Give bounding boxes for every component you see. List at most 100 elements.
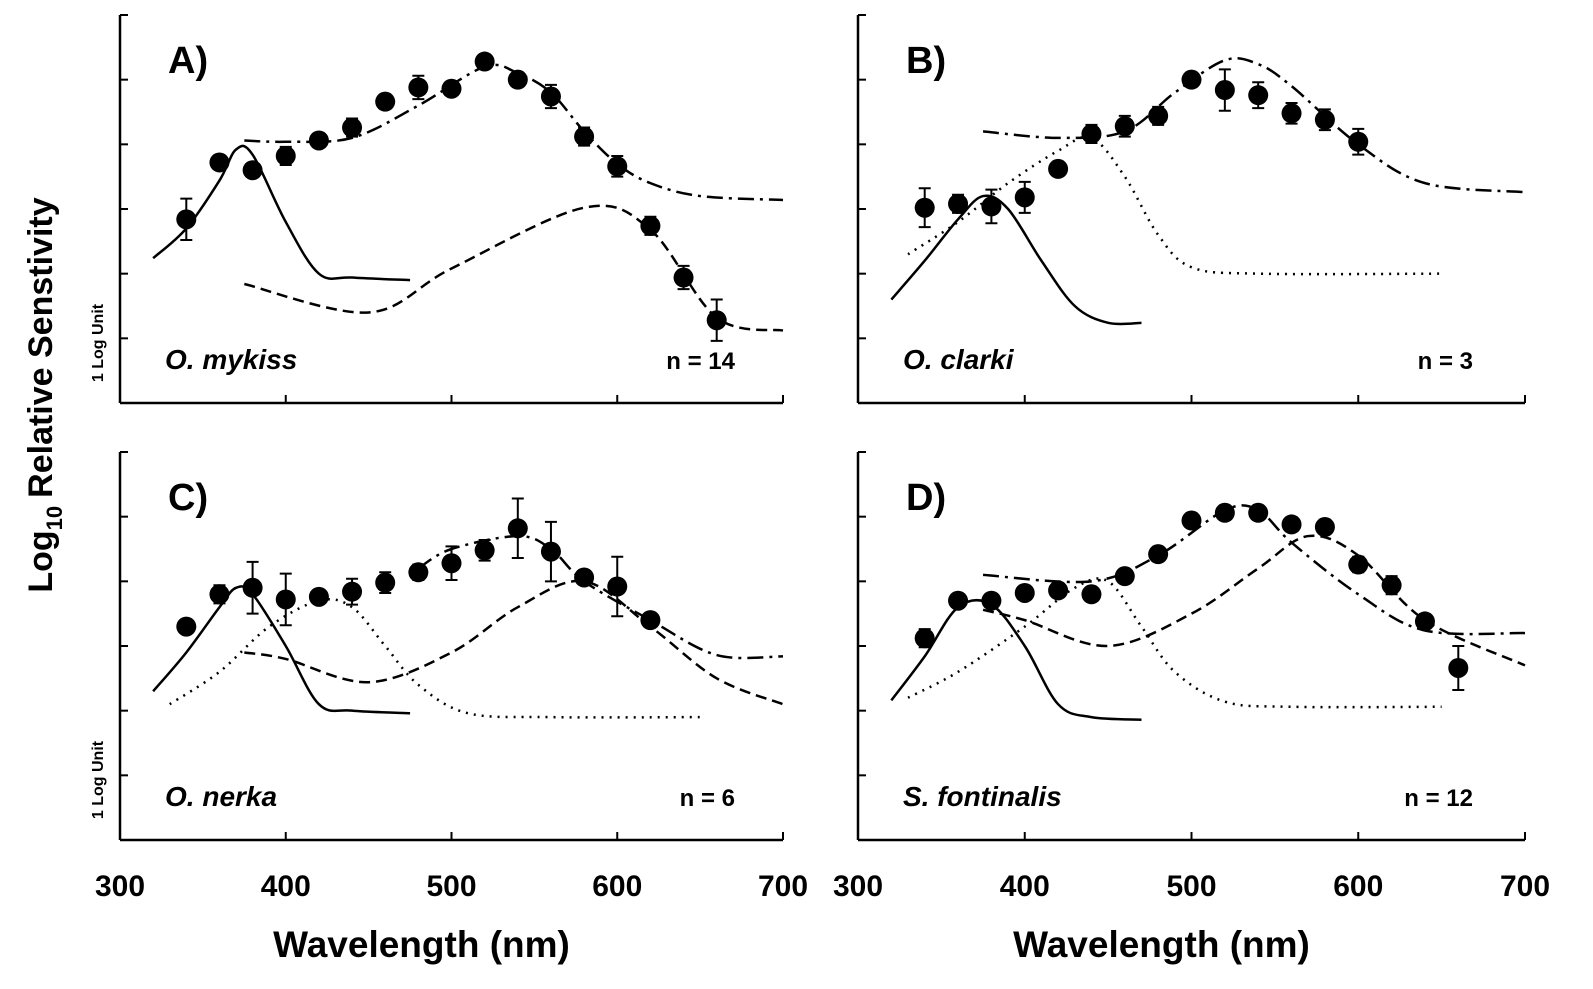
- data-point: [342, 581, 363, 602]
- data-point: [640, 610, 661, 631]
- y-label-base: Log: [22, 530, 60, 592]
- curve-dashdot: [417, 534, 784, 660]
- data-point: [607, 576, 628, 597]
- data-point: [981, 590, 1002, 611]
- data-point: [441, 553, 462, 574]
- data-point: [706, 310, 727, 331]
- n-label: n = 14: [666, 348, 735, 375]
- data-point: [914, 197, 935, 218]
- data-point: [308, 130, 329, 151]
- curve-dotted: [907, 577, 1442, 709]
- data-point: [1081, 584, 1102, 605]
- x-tick-label: 300: [95, 870, 145, 903]
- data-point: [1181, 510, 1202, 531]
- data-point: [209, 152, 230, 173]
- data-point: [474, 51, 495, 72]
- y-axis-label: Log10 Relative Senstivity: [22, 197, 67, 592]
- data-point: [1081, 123, 1102, 144]
- data-point: [574, 567, 595, 588]
- x-tick-label: 700: [758, 870, 808, 903]
- data-point: [176, 209, 197, 230]
- curve-dashdot: [244, 63, 784, 202]
- data-point: [408, 562, 429, 583]
- curve-dashdot: [982, 57, 1526, 194]
- data-point: [408, 77, 429, 98]
- x-tick-label: 400: [1000, 870, 1050, 903]
- data-point: [342, 117, 363, 138]
- data-point: [1181, 69, 1202, 90]
- data-point: [242, 160, 263, 181]
- x-axis-label: Wavelength (nm): [273, 924, 570, 965]
- panel-title: D): [906, 477, 946, 519]
- data-point: [540, 86, 561, 107]
- curve-dashed: [244, 579, 784, 706]
- n-label: n = 12: [1404, 785, 1473, 812]
- data-point: [948, 590, 969, 611]
- data-point: [275, 589, 296, 610]
- data-point: [948, 193, 969, 214]
- x-tick-label: 300: [833, 870, 883, 903]
- curve-solid: [152, 144, 411, 282]
- data-point: [574, 126, 595, 147]
- data-point: [1414, 611, 1435, 632]
- data-point: [1381, 575, 1402, 596]
- data-point: [1014, 187, 1035, 208]
- y-label-rest: Relative Senstivity: [22, 197, 60, 498]
- data-point: [1114, 566, 1135, 587]
- curve-dashdot: [982, 504, 1526, 636]
- data-point: [209, 584, 230, 605]
- x-tick-label: 600: [592, 870, 642, 903]
- y-label-sub: 10: [42, 506, 67, 530]
- data-point: [1214, 80, 1235, 101]
- data-point: [1248, 502, 1269, 523]
- data-point: [441, 78, 462, 99]
- data-point: [507, 518, 528, 539]
- curve-solid: [890, 598, 1142, 721]
- x-tick-label: 500: [1166, 870, 1216, 903]
- x-tick-label: 500: [426, 870, 476, 903]
- panel-title: B): [906, 40, 946, 82]
- species-label: O. clarki: [903, 344, 1015, 375]
- data-point: [275, 145, 296, 166]
- data-point: [914, 628, 935, 649]
- n-label: n = 6: [680, 785, 735, 812]
- scale-label: 1 Log Unit: [90, 740, 107, 819]
- data-point: [1048, 580, 1069, 601]
- data-point: [1114, 116, 1135, 137]
- data-point: [1214, 502, 1235, 523]
- data-point: [474, 540, 495, 561]
- curve-dotted: [169, 598, 701, 719]
- data-point: [176, 616, 197, 637]
- species-label: O. mykiss: [165, 344, 297, 375]
- data-point: [640, 215, 661, 236]
- panel-title: C): [168, 477, 208, 519]
- data-point: [507, 69, 528, 90]
- data-point: [1281, 103, 1302, 124]
- data-point: [375, 91, 396, 112]
- data-point: [1281, 514, 1302, 535]
- curve-dashed: [244, 204, 784, 332]
- data-point: [1314, 517, 1335, 538]
- data-point: [1248, 85, 1269, 106]
- x-tick-label: 400: [261, 870, 311, 903]
- data-point: [607, 156, 628, 177]
- data-point: [375, 572, 396, 593]
- data-point: [1148, 544, 1169, 565]
- data-point: [1314, 109, 1335, 130]
- data-point: [242, 577, 263, 598]
- x-tick-label: 600: [1333, 870, 1383, 903]
- data-point: [1348, 131, 1369, 152]
- species-label: S. fontinalis: [903, 781, 1062, 812]
- curve-dashed: [982, 534, 1526, 667]
- data-point: [1348, 554, 1369, 575]
- x-tick-label: 700: [1500, 870, 1550, 903]
- data-point: [1014, 582, 1035, 603]
- data-point: [1148, 105, 1169, 126]
- scale-label: 1 Log Unit: [90, 303, 107, 382]
- data-point: [981, 196, 1002, 217]
- panel-title: A): [168, 40, 208, 82]
- data-point: [1048, 158, 1069, 179]
- data-point: [1448, 657, 1469, 678]
- species-label: O. nerka: [165, 781, 277, 812]
